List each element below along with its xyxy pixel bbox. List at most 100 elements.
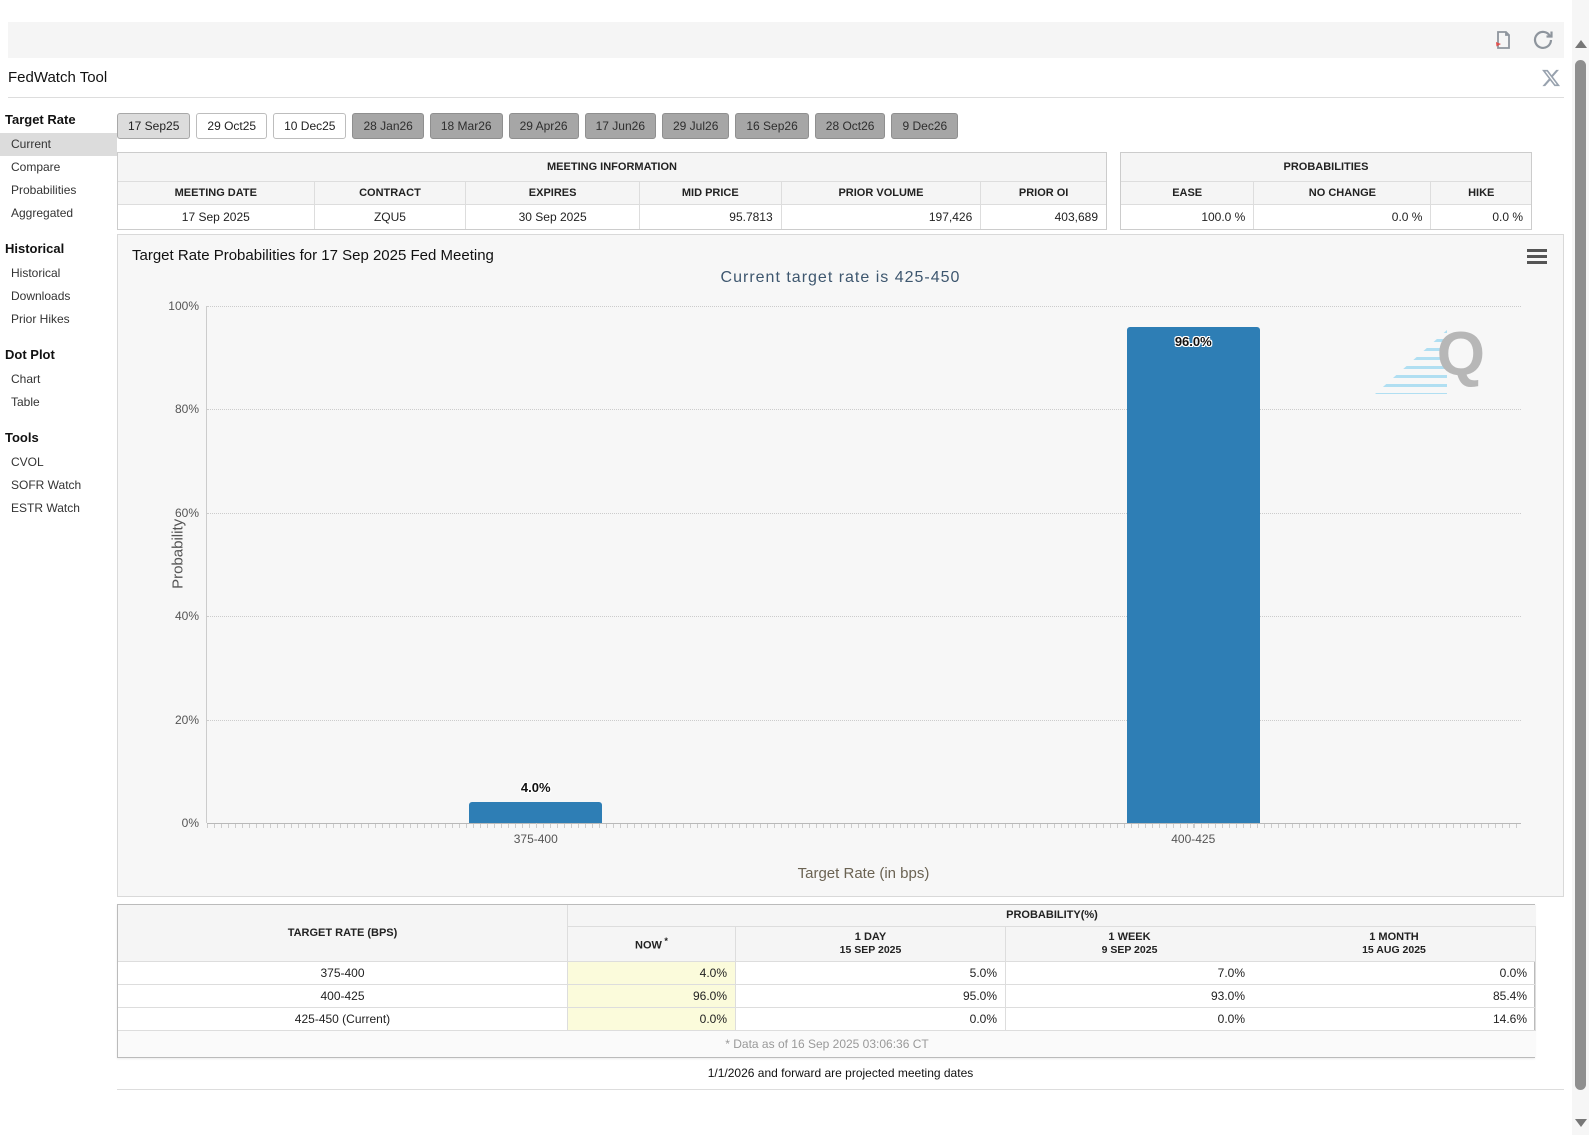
tab-18-mar26[interactable]: 18 Mar26 [429, 113, 503, 139]
tab-28-oct26[interactable]: 28 Oct26 [814, 113, 886, 139]
gridline [207, 409, 1521, 411]
y-tick-label: 100% [168, 299, 199, 313]
cell-value: 5.0% [736, 962, 1006, 985]
bar-375-400[interactable] [469, 802, 603, 823]
x-category-label: 400-425 [1171, 832, 1216, 846]
column-header-no-change: NO CHANGE [1254, 182, 1432, 205]
column-header-prior-volume: PRIOR VOLUME [781, 182, 982, 205]
sidebar-item-probabilities[interactable]: Probabilities [11, 183, 77, 197]
tab-17-sep25[interactable]: 17 Sep25 [117, 113, 191, 139]
sidebar-item-downloads[interactable]: Downloads [11, 289, 71, 303]
sidebar: Target Rate Current Compare Probabilities Ag… [0, 98, 117, 1090]
cell-value: 4.0% [568, 962, 736, 985]
chart-menu-icon[interactable] [1527, 249, 1547, 267]
scroll-down-arrow-icon[interactable] [1575, 1119, 1587, 1127]
column-header-1-month: 1 MONTH 15 AUG 2025 [1253, 927, 1536, 962]
column-subheader: 15 SEP 2025 [839, 944, 902, 956]
row-rate-425-450-current: 425-450 (Current) [118, 1008, 568, 1031]
value-0-0: 0.0 % [1492, 210, 1523, 224]
meeting-information-header-row: MEETING DATE CONTRACT EXPIRES MID PRICE PRIO… [118, 182, 1106, 205]
sidebar-section-tools: Tools [5, 430, 39, 445]
sidebar-item-chart[interactable]: Chart [11, 372, 41, 386]
cell-value: 7.0% [1006, 962, 1253, 985]
column-header-mid-price: MID PRICE [639, 182, 782, 205]
column-header-prior-oi: PRIOR OI [981, 182, 1106, 205]
sidebar-item-historical[interactable]: Historical [11, 266, 61, 280]
gridline [207, 719, 1521, 721]
sidebar-item-estr-watch[interactable]: ESTR Watch [11, 501, 80, 515]
y-tick-label: 80% [174, 402, 199, 417]
bar-value-label: 96.0% [1174, 333, 1212, 349]
tab-16-sep26[interactable]: 16 Sep26 [735, 113, 809, 139]
bar-value-label: 4.0% [520, 780, 551, 796]
x-axis-title: Target Rate (in bps) [797, 865, 930, 882]
target-rate-bps-header: TARGET RATE (BPS) [118, 905, 568, 962]
value-100-0: 100.0 % [1121, 205, 1255, 229]
projected-dates-note: 1/1/2026 and forward are projected meeti… [707, 1066, 974, 1080]
value-197-426: 197,426 [782, 205, 982, 229]
column-header-contract: CONTRACT [314, 182, 467, 205]
sidebar-section-historical: Historical [5, 241, 65, 256]
column-header-meeting-date: MEETING DATE [118, 182, 315, 205]
toolbar [8, 22, 1564, 58]
refresh-icon[interactable] [1530, 27, 1556, 53]
table-footnote: * Data as of 16 Sep 2025 03:06:36 CT [118, 1031, 1536, 1057]
y-axis-title: Probability [169, 518, 187, 589]
cell-value: 0.0% [1253, 962, 1536, 985]
tab-29-apr26[interactable]: 29 Apr26 [508, 113, 579, 139]
page-title: FedWatch Tool [8, 69, 108, 86]
column-subheader: 9 SEP 2025 [1101, 944, 1158, 956]
tab-29-oct25[interactable]: 29 Oct25 [196, 113, 268, 139]
value-403-689: 403,689 [1054, 210, 1098, 224]
bar-400-425[interactable] [1126, 326, 1260, 823]
value-zqu5: ZQU5 [315, 205, 467, 229]
tab-29-jul26[interactable]: 29 Jul26 [662, 113, 730, 139]
watermark-q-letter: Q [1436, 320, 1485, 389]
scroll-up-arrow-icon[interactable] [1575, 40, 1587, 48]
title-bar: FedWatch Tool [8, 58, 1564, 98]
meeting-information-title: MEETING INFORMATION [118, 153, 1106, 182]
value-95-7813: 95.7813 [640, 205, 782, 229]
gridline [207, 512, 1521, 514]
cell-value: 0.0% [1006, 1008, 1253, 1031]
sidebar-section-dot-plot: Dot Plot [5, 347, 55, 362]
x-tick [535, 823, 537, 828]
row-rate-375-400: 375-400 [118, 962, 568, 985]
scrollbar-thumb[interactable] [1575, 60, 1586, 1090]
vertical-scrollbar[interactable] [1572, 0, 1589, 1135]
tab-17-jun26[interactable]: 17 Jun26 [584, 113, 656, 139]
cell-value: 0.0% [736, 1008, 1006, 1031]
value-0-0: 0.0 % [1254, 205, 1432, 229]
quikstrike-watermark: Q [1375, 324, 1485, 400]
cell-value: 96.0% [568, 985, 736, 1008]
sidebar-item-compare[interactable]: Compare [11, 160, 61, 174]
cell-value: 93.0% [1006, 985, 1253, 1008]
y-tick-label: 40% [174, 609, 199, 624]
export-document-icon[interactable] [1490, 27, 1516, 53]
gridline [207, 616, 1521, 618]
sidebar-item-sofr-watch[interactable]: SOFR Watch [11, 478, 82, 492]
cell-value: 14.6% [1253, 1008, 1536, 1031]
sidebar-item-current[interactable]: Current [0, 133, 117, 156]
column-header-hike: HIKE [1431, 182, 1531, 205]
probabilities-summary-value-row: 100.0 % 0.0 % 0.0 % [1121, 205, 1531, 229]
tab-10-dec25[interactable]: 10 Dec25 [273, 113, 347, 139]
chart-title: Current target rate is 425-450 [720, 269, 961, 286]
sidebar-item-table[interactable]: Table [11, 395, 40, 409]
x-axis-line [207, 823, 1521, 828]
sidebar-item-aggregated[interactable]: Aggregated [11, 206, 74, 220]
column-header-1-day: 1 DAY 15 SEP 2025 [736, 927, 1006, 962]
column-header-expires: EXPIRES [466, 182, 640, 205]
top-strip [0, 0, 1589, 22]
y-tick-label: 60% [174, 505, 199, 520]
meeting-information-table: MEETING INFORMATION MEETING DATE CONTRACT… [117, 152, 1107, 230]
x-tick [1193, 823, 1195, 828]
gridline [207, 306, 1521, 307]
sidebar-item-cvol[interactable]: CVOL [11, 455, 44, 469]
row-rate-400-425: 400-425 [118, 985, 568, 1008]
x-social-icon[interactable] [1538, 65, 1564, 91]
tab-28-jan26[interactable]: 28 Jan26 [352, 113, 424, 139]
sidebar-item-prior-hikes[interactable]: Prior Hikes [11, 312, 70, 326]
meeting-date-tabs: 17 Sep25 29 Oct25 10 Dec25 28 Jan26 18 Mar26… [117, 113, 1564, 139]
tab-9-dec26[interactable]: 9 Dec26 [891, 113, 959, 139]
